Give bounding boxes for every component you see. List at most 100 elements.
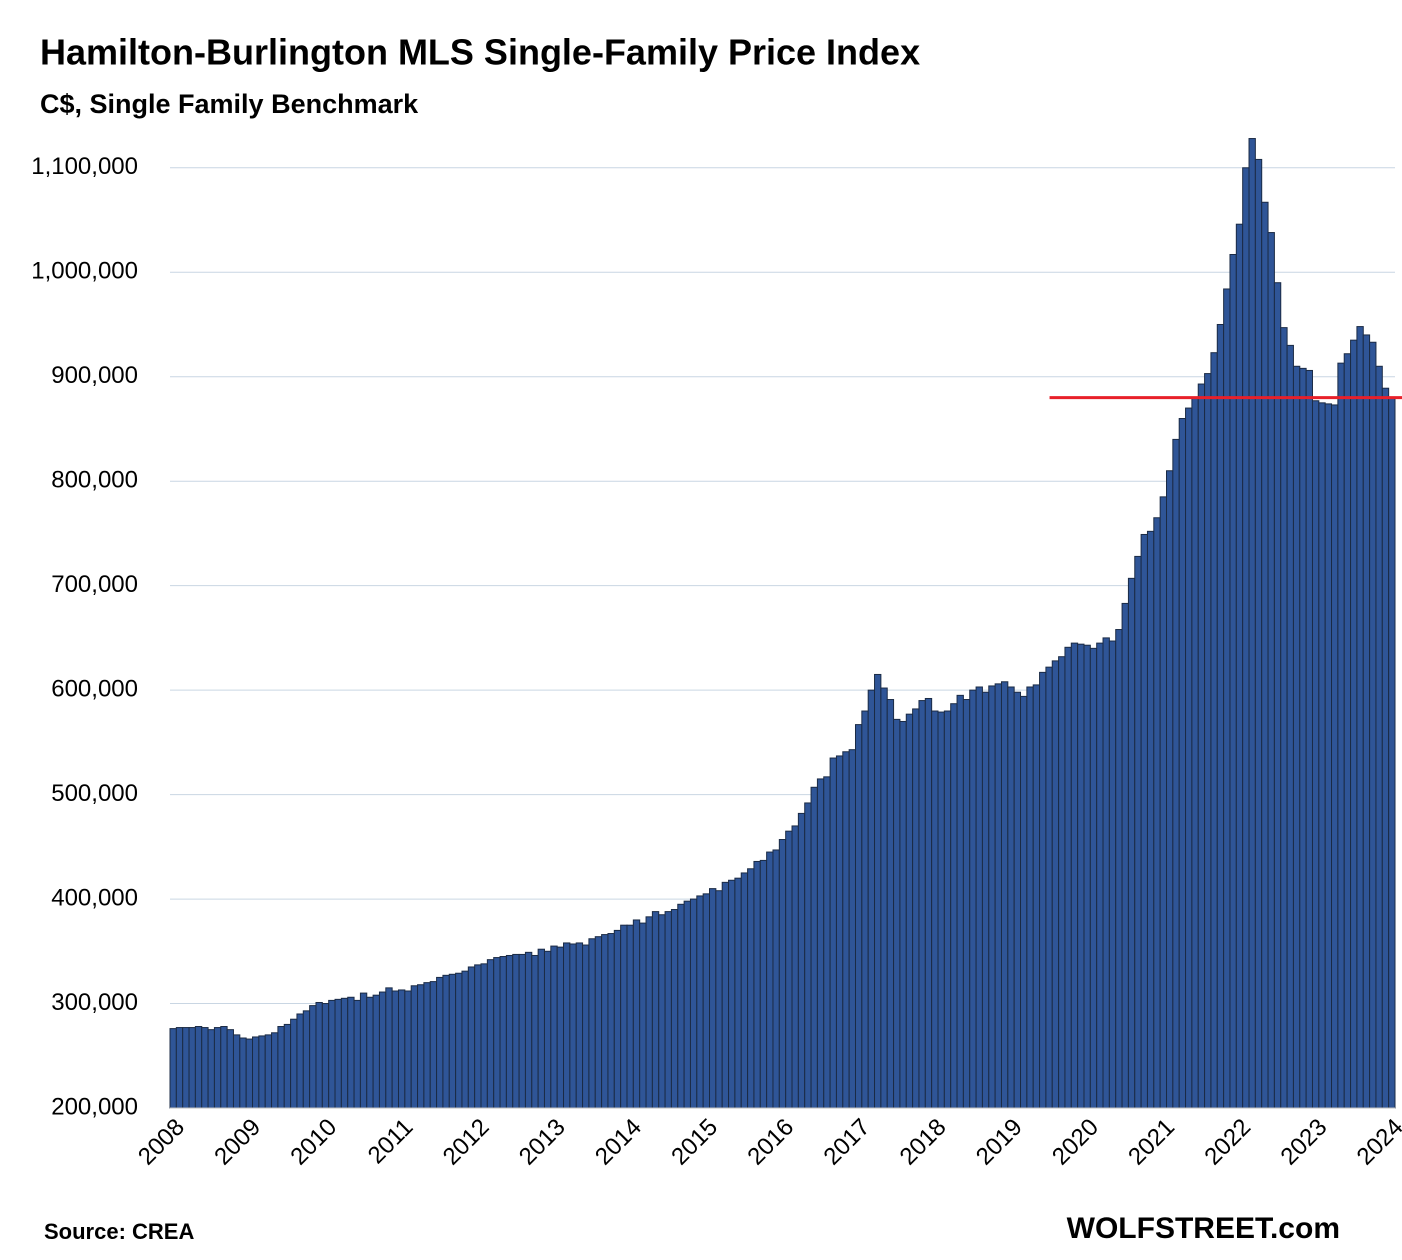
bar xyxy=(645,916,653,1109)
bar xyxy=(1388,397,1396,1109)
bar xyxy=(1369,341,1377,1109)
bar xyxy=(1077,643,1085,1109)
bar xyxy=(956,694,964,1109)
y-tick-label: 600,000 xyxy=(51,675,138,702)
bar xyxy=(550,945,558,1109)
bar xyxy=(823,776,831,1109)
bar xyxy=(347,996,355,1109)
bar xyxy=(988,685,996,1109)
bar xyxy=(404,990,412,1109)
bar xyxy=(378,991,387,1109)
bar xyxy=(937,711,945,1109)
bar xyxy=(220,1026,228,1109)
bar xyxy=(797,812,806,1109)
bar xyxy=(556,946,565,1109)
bar xyxy=(829,757,837,1109)
bar xyxy=(950,703,958,1109)
bar xyxy=(315,1001,323,1109)
bar xyxy=(213,1027,222,1109)
bar xyxy=(1235,223,1244,1109)
bar xyxy=(740,872,749,1109)
bar xyxy=(594,936,603,1109)
bar xyxy=(531,954,539,1109)
bar xyxy=(1350,339,1358,1109)
bar xyxy=(626,924,634,1109)
bar xyxy=(689,898,698,1109)
bar xyxy=(423,982,431,1109)
bar xyxy=(1026,686,1034,1109)
bar xyxy=(1381,387,1390,1109)
bar xyxy=(886,699,895,1109)
bar xyxy=(442,974,450,1109)
bar xyxy=(893,718,901,1109)
bar xyxy=(670,909,679,1109)
bar xyxy=(499,956,507,1109)
bar xyxy=(1127,577,1136,1109)
x-tick-label: 2013 xyxy=(514,1114,571,1171)
bar xyxy=(226,1029,234,1109)
bar xyxy=(486,959,495,1109)
bar xyxy=(1153,517,1161,1109)
bar xyxy=(239,1037,247,1109)
bar xyxy=(1299,367,1307,1109)
bar xyxy=(702,893,711,1109)
bar xyxy=(467,966,476,1109)
bar xyxy=(975,686,983,1109)
bar xyxy=(747,868,755,1109)
bar xyxy=(1254,158,1263,1109)
bar xyxy=(302,1010,311,1109)
bar xyxy=(1286,344,1294,1109)
bar xyxy=(569,943,577,1109)
bar xyxy=(778,839,787,1109)
bar xyxy=(1267,232,1275,1109)
bar xyxy=(359,992,368,1109)
bar xyxy=(918,700,926,1109)
bar xyxy=(201,1027,209,1109)
bar xyxy=(474,964,482,1109)
bar xyxy=(245,1038,254,1109)
bar xyxy=(391,990,399,1109)
bar xyxy=(721,881,730,1109)
bar xyxy=(340,997,349,1109)
bar xyxy=(309,1005,317,1109)
bar xyxy=(969,689,977,1109)
bar xyxy=(252,1036,260,1109)
bar xyxy=(1356,326,1364,1109)
bar xyxy=(1261,201,1269,1109)
bar xyxy=(277,1026,285,1109)
bar xyxy=(734,877,742,1109)
bar xyxy=(1362,334,1371,1109)
bar xyxy=(1121,602,1129,1109)
x-tick-label: 2015 xyxy=(666,1114,723,1171)
bar xyxy=(810,786,818,1109)
bar xyxy=(709,888,717,1109)
bar xyxy=(1229,253,1237,1109)
bar xyxy=(664,911,672,1109)
x-tick-label: 2016 xyxy=(742,1114,799,1171)
chart-subtitle: C$, Single Family Benchmark xyxy=(40,89,419,119)
bar xyxy=(1343,353,1352,1109)
bar xyxy=(169,1028,177,1109)
bar xyxy=(429,981,438,1109)
bar xyxy=(1000,681,1009,1109)
bar xyxy=(1045,666,1053,1109)
bar xyxy=(994,683,1002,1109)
bar xyxy=(912,708,920,1109)
bar xyxy=(353,999,361,1109)
bar xyxy=(1280,327,1288,1109)
y-tick-label: 500,000 xyxy=(51,780,138,807)
chart-title: Hamilton-Burlington MLS Single-Family Pr… xyxy=(40,32,920,73)
bar xyxy=(816,778,825,1109)
bar xyxy=(1242,167,1250,1109)
bar xyxy=(905,713,914,1109)
bar xyxy=(575,942,584,1109)
y-tick-label: 400,000 xyxy=(51,884,138,911)
bar xyxy=(924,697,933,1109)
bar xyxy=(861,710,869,1109)
bar xyxy=(1020,695,1028,1109)
bar xyxy=(1083,644,1091,1109)
bar xyxy=(1204,373,1212,1109)
bar xyxy=(524,951,533,1109)
bar xyxy=(537,948,545,1109)
x-tick-label: 2023 xyxy=(1276,1114,1333,1171)
